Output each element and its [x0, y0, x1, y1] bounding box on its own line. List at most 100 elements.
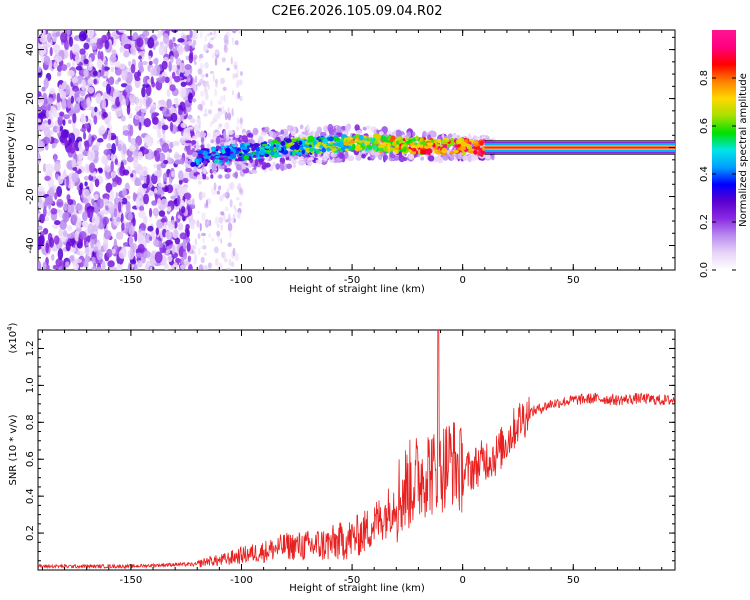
heatmap-cell — [184, 192, 192, 200]
heatmap-cell — [173, 97, 178, 104]
heatmap-cell — [319, 131, 327, 138]
heatmap-cell — [224, 258, 228, 263]
heatmap-cell — [186, 75, 191, 83]
heatmap-cell — [235, 125, 240, 132]
heatmap-cell — [354, 138, 359, 143]
colorbar-tick-label: 0.8 — [699, 70, 710, 86]
heatmap-cell — [184, 162, 189, 168]
heatmap-cell — [95, 93, 102, 105]
heatmap-cell — [123, 38, 132, 45]
heatmap-cell — [328, 136, 335, 142]
heatmap-cell — [115, 191, 119, 204]
heatmap-cell — [412, 131, 416, 137]
heatmap-cell — [186, 242, 191, 252]
heatmap-cell — [57, 248, 64, 261]
heatmap-cell — [45, 195, 54, 205]
heatmap-cell — [161, 142, 170, 153]
heatmap-cell — [234, 253, 240, 262]
heatmap-cell — [101, 260, 106, 270]
heatmap-cell — [116, 176, 122, 186]
heatmap-cell — [134, 76, 141, 82]
heatmap-cell — [419, 144, 424, 149]
heatmap-cell — [243, 154, 250, 161]
heatmap-cell — [235, 197, 240, 201]
heatmap-cell — [440, 139, 448, 145]
heatmap-cell — [386, 142, 391, 148]
heatmap-cell — [60, 32, 68, 43]
heatmap-cell — [188, 126, 194, 130]
heatmap-cell — [67, 236, 75, 247]
heatmap-cell — [171, 71, 176, 80]
heatmap-cell — [129, 94, 137, 103]
heatmap-cell — [229, 230, 232, 239]
heatmap-cell — [178, 258, 182, 264]
heatmap-cell — [224, 173, 231, 180]
heatmap-cell — [87, 208, 94, 219]
heatmap-cell — [211, 162, 217, 171]
heatmap-cell — [91, 198, 95, 205]
heatmap-cell — [213, 158, 219, 164]
heatmap-cell — [402, 146, 407, 152]
heatmap-cell — [50, 253, 55, 261]
heatmap-cell — [128, 144, 136, 152]
heatmap-cell — [373, 139, 379, 145]
heatmap-cell — [115, 231, 124, 240]
heatmap-cell — [204, 61, 209, 69]
heatmap-cell — [123, 124, 128, 131]
x-tick-label: -150 — [120, 575, 143, 586]
heatmap-cell — [152, 124, 160, 130]
heatmap-cell — [82, 188, 90, 199]
heatmap-cell — [101, 64, 105, 76]
heatmap-cell — [196, 210, 201, 215]
heatmap-cell — [76, 96, 84, 102]
heatmap-cell — [216, 223, 220, 228]
heatmap-cell — [333, 137, 341, 142]
heatmap-cell — [214, 78, 218, 85]
heatmap-cell — [239, 71, 243, 77]
heatmap-cell — [211, 151, 216, 154]
heatmap-cell — [64, 137, 68, 146]
heatmap-cell — [204, 93, 210, 101]
heatmap-cell — [38, 66, 42, 73]
heatmap-cell — [145, 139, 153, 147]
heatmap-cell — [166, 88, 171, 98]
heatmap-cell — [274, 153, 279, 158]
heatmap-cell — [301, 149, 306, 155]
heatmap-cell — [83, 132, 87, 140]
heatmap-cell — [130, 43, 136, 56]
heatmap-cell — [139, 230, 147, 238]
heatmap-cell — [163, 221, 167, 232]
heatmap-cell — [38, 260, 42, 270]
heatmap-cell — [231, 108, 234, 117]
heatmap-cell — [59, 111, 65, 117]
heatmap-cell — [48, 88, 56, 95]
heatmap-cell — [194, 75, 198, 84]
y-tick-label: 1.2 — [25, 341, 36, 357]
heatmap-cell — [437, 156, 444, 164]
heatmap-cell — [206, 80, 210, 88]
heatmap-cell — [193, 165, 198, 173]
heatmap-cell — [220, 95, 223, 102]
heatmap-cell — [110, 66, 115, 73]
heatmap-cell — [199, 30, 203, 39]
heatmap-cell — [344, 148, 350, 152]
heatmap-cell — [62, 212, 70, 223]
heatmap-cell — [111, 181, 118, 188]
heatmap-cell — [100, 50, 104, 62]
heatmap-cell — [123, 43, 132, 50]
heatmap-cell — [133, 157, 139, 168]
heatmap-cell — [165, 230, 172, 240]
heatmap-cell — [63, 169, 67, 178]
snr-ylabel: SNR (10 * v/v) — [8, 414, 19, 485]
heatmap-cell — [365, 125, 371, 130]
heatmap-cell — [88, 57, 92, 68]
heatmap-cell — [190, 220, 195, 230]
heatmap-cell — [38, 186, 45, 192]
heatmap-cell — [215, 156, 220, 159]
heatmap-cell — [286, 124, 292, 132]
colorbar-tick-label: 0.4 — [699, 166, 710, 182]
heatmap-cell — [230, 261, 235, 268]
heatmap-cell — [192, 135, 198, 140]
heatmap-cell — [88, 133, 92, 145]
heatmap-cell — [323, 125, 329, 133]
